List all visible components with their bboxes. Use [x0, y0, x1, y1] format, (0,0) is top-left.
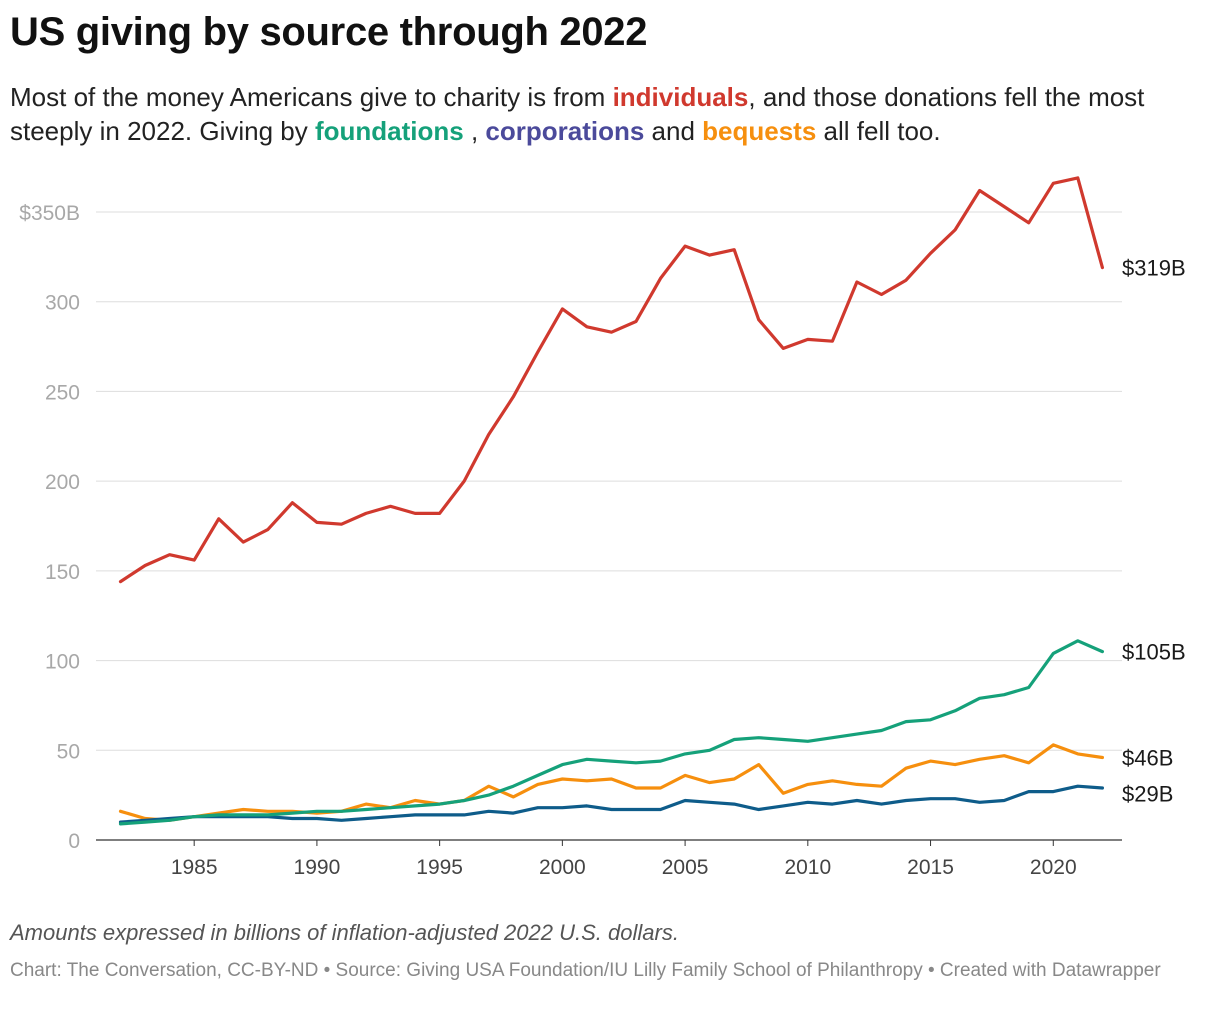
chart-subtitle: Most of the money Americans give to char…	[10, 80, 1200, 148]
x-axis-ticks: 1985 1990 1995 2000 2005 2010 2015 2020	[171, 840, 1077, 879]
subtitle-text: all fell too.	[816, 116, 940, 146]
chart-note: Amounts expressed in billions of inflati…	[10, 920, 679, 946]
legend-individuals: individuals	[613, 82, 749, 112]
y-tick-label: 150	[45, 561, 80, 584]
subtitle-text: Most of the money Americans give to char…	[10, 82, 613, 112]
y-tick-label: 200	[45, 471, 80, 494]
end-label-bequests: $46B	[1122, 745, 1173, 770]
y-tick-label: 100	[45, 651, 80, 674]
chart-footer: Chart: The Conversation, CC-BY-ND • Sour…	[10, 958, 1200, 984]
x-tick-label: 2005	[662, 856, 709, 879]
y-axis-ticks: 0 50 100 150 200 250 300 $350B	[19, 202, 80, 853]
x-tick-label: 2000	[539, 856, 586, 879]
x-tick-label: 1995	[416, 856, 463, 879]
y-tick-label: 0	[68, 830, 80, 853]
end-label-foundations: $105B	[1122, 640, 1186, 665]
x-tick-label: 2020	[1030, 856, 1077, 879]
legend-foundations: foundations	[315, 116, 464, 146]
y-tick-label: 300	[45, 292, 80, 315]
series-line-individuals	[121, 178, 1103, 582]
legend-corporations: corporations	[485, 116, 644, 146]
x-tick-label: 1990	[294, 856, 341, 879]
end-label-individuals: $319B	[1122, 256, 1186, 281]
y-tick-label: $350B	[19, 202, 80, 225]
legend-bequests: bequests	[702, 116, 816, 146]
end-labels: $319B $105B $46B $29B	[1122, 256, 1186, 807]
gridlines	[96, 212, 1122, 840]
subtitle-text: ,	[464, 116, 486, 146]
chart-title: US giving by source through 2022	[10, 10, 647, 55]
line-chart: 0 50 100 150 200 250 300 $350B 1985 1990 1995 2000…	[0, 170, 1220, 890]
end-label-corporations: $29B	[1122, 781, 1173, 806]
x-tick-label: 2015	[907, 856, 954, 879]
series-lines	[121, 178, 1103, 824]
x-tick-label: 1985	[171, 856, 218, 879]
y-tick-label: 250	[45, 381, 80, 404]
subtitle-text: and	[644, 116, 702, 146]
x-tick-label: 2010	[784, 856, 831, 879]
series-line-foundations	[121, 641, 1103, 824]
series-line-corporations	[121, 786, 1103, 822]
y-tick-label: 50	[57, 740, 80, 763]
